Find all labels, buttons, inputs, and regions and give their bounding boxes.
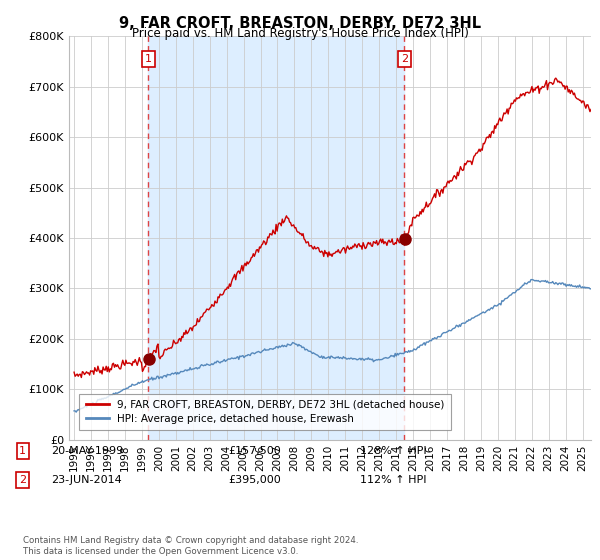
Text: 20-MAY-1999: 20-MAY-1999	[51, 446, 123, 456]
Text: 2: 2	[19, 475, 26, 485]
Text: Price paid vs. HM Land Registry's House Price Index (HPI): Price paid vs. HM Land Registry's House …	[131, 27, 469, 40]
Text: 112% ↑ HPI: 112% ↑ HPI	[360, 475, 427, 485]
Bar	[148, 36, 404, 440]
Text: 2: 2	[401, 54, 408, 64]
Text: 128% ↑ HPI: 128% ↑ HPI	[360, 446, 427, 456]
Text: £157,500: £157,500	[228, 446, 281, 456]
Text: 23-JUN-2014: 23-JUN-2014	[51, 475, 122, 485]
Text: 1: 1	[145, 54, 152, 64]
Text: 9, FAR CROFT, BREASTON, DERBY, DE72 3HL: 9, FAR CROFT, BREASTON, DERBY, DE72 3HL	[119, 16, 481, 31]
Text: £395,000: £395,000	[228, 475, 281, 485]
Text: 1: 1	[19, 446, 26, 456]
Text: Contains HM Land Registry data © Crown copyright and database right 2024.
This d: Contains HM Land Registry data © Crown c…	[23, 536, 358, 556]
Legend: 9, FAR CROFT, BREASTON, DERBY, DE72 3HL (detached house), HPI: Average price, de: 9, FAR CROFT, BREASTON, DERBY, DE72 3HL …	[79, 394, 451, 430]
